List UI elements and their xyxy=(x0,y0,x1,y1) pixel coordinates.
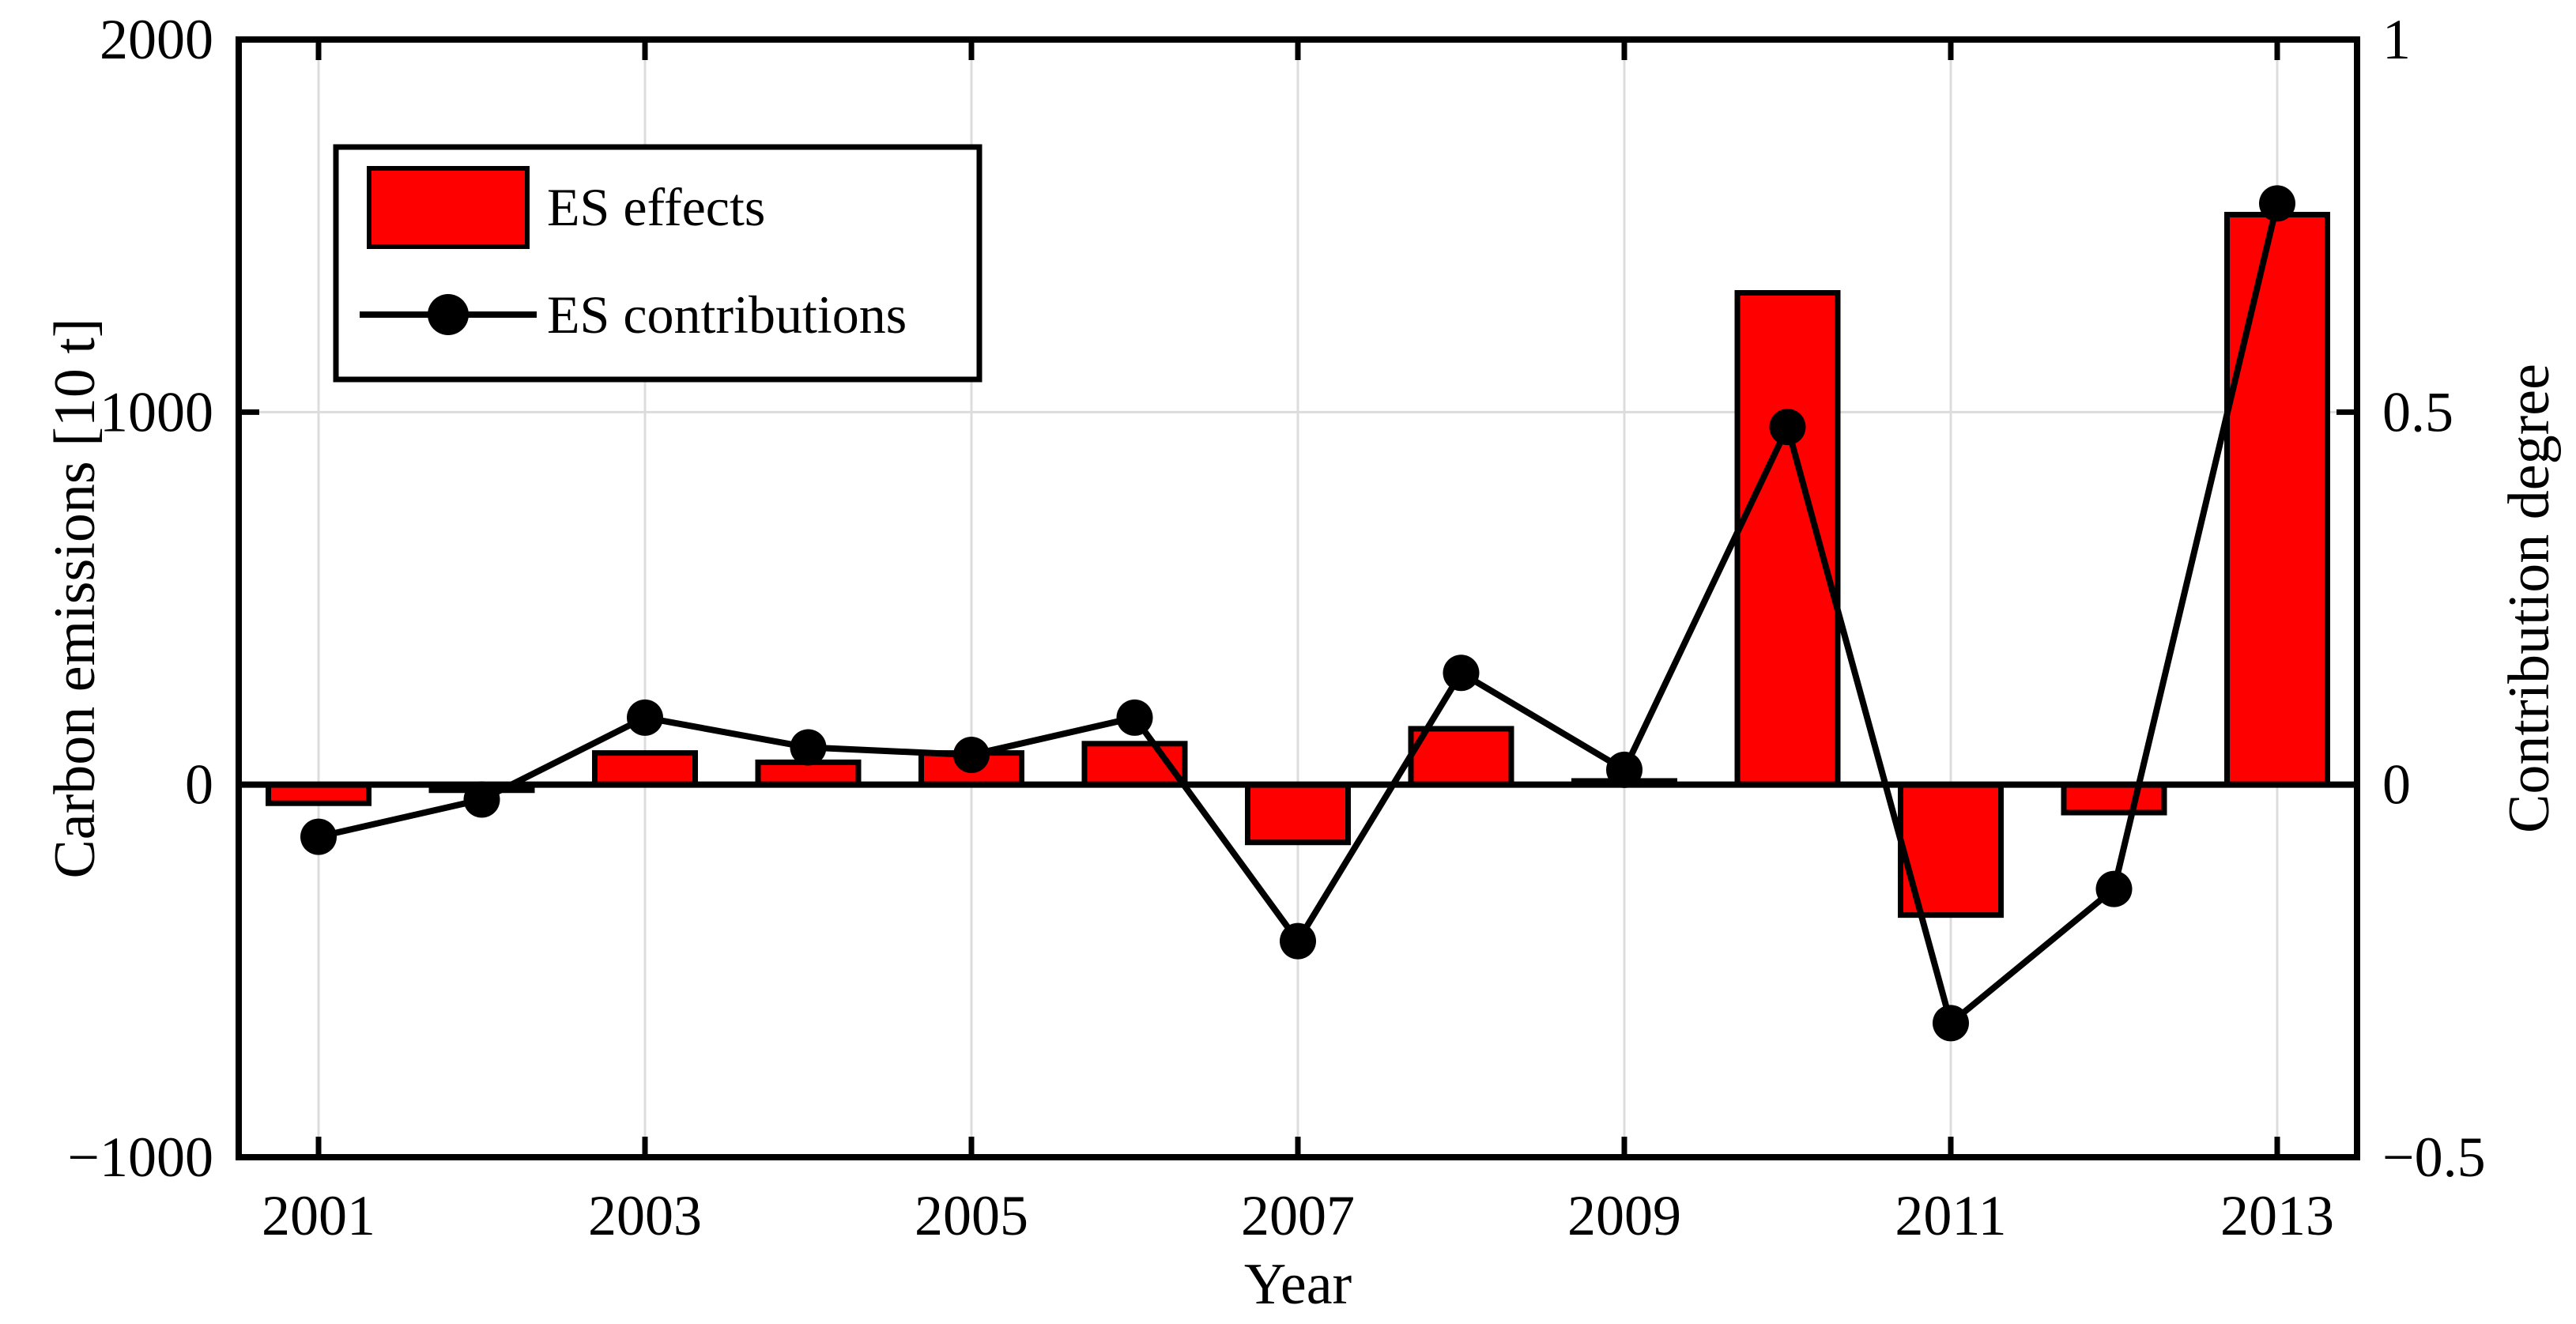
left-tick-label-2000: 2000 xyxy=(100,8,213,71)
left-y-axis-label: Carbon emissions [10 t] xyxy=(43,318,107,878)
left-tick-label--1000: −1000 xyxy=(67,1126,213,1189)
x-tick-label-2005: 2005 xyxy=(915,1184,1028,1247)
x-tick-label-2001: 2001 xyxy=(262,1184,375,1247)
axis-ticks xyxy=(239,36,2357,1160)
right-tick-label-1: 1 xyxy=(2382,8,2411,71)
bar-2010 xyxy=(1734,290,1841,788)
bar-2008 xyxy=(1408,726,1514,788)
marker-2010 xyxy=(1769,409,1806,446)
marker-2011 xyxy=(1933,1005,1969,1042)
x-tick-label-2003: 2003 xyxy=(588,1184,702,1247)
marker-2006 xyxy=(1116,699,1153,736)
legend-bar-swatch xyxy=(367,166,530,249)
right-tick-label-0.5: 0.5 xyxy=(2382,380,2453,443)
left-tick-label-1000: 1000 xyxy=(100,380,213,443)
legend: ES effects ES contributions xyxy=(333,144,983,383)
left-tick-label-0: 0 xyxy=(185,753,213,817)
right-tick-label-0: 0 xyxy=(2382,753,2411,817)
legend-label-es-contributions: ES contributions xyxy=(547,285,907,345)
x-axis-label: Year xyxy=(1244,1252,1352,1317)
x-tick-label-2009: 2009 xyxy=(1567,1184,1681,1247)
bar-2013 xyxy=(2224,212,2330,788)
marker-2007 xyxy=(1280,922,1316,960)
marker-2008 xyxy=(1443,654,1480,692)
bar-2007 xyxy=(1245,782,1351,846)
line-series-es-contributions xyxy=(300,185,2295,1042)
right-y-axis-label: Contribution degree xyxy=(2497,364,2562,833)
bar-2004 xyxy=(755,759,862,788)
marker-2012 xyxy=(2095,870,2133,907)
x-tick-label-2011: 2011 xyxy=(1895,1184,2006,1247)
x-tick-label-2013: 2013 xyxy=(2220,1184,2334,1247)
marker-2013 xyxy=(2259,185,2295,222)
marker-2002 xyxy=(463,781,500,818)
bar-2012 xyxy=(2061,782,2167,816)
right-tick-label--0.5: −0.5 xyxy=(2382,1126,2486,1189)
marker-2005 xyxy=(953,736,990,773)
legend-label-es-effects: ES effects xyxy=(547,177,765,237)
axis-tick-labels: 2001 2003 2005 2007 2009 2011 2013 2000 1000 0 −10… xyxy=(67,8,2485,1247)
marker-2003 xyxy=(627,699,663,736)
marker-2004 xyxy=(790,729,827,766)
x-tick-label-2007: 2007 xyxy=(1241,1184,1355,1247)
legend-marker-sample-icon xyxy=(428,294,469,335)
bar-2003 xyxy=(592,750,698,788)
marker-2001 xyxy=(300,818,337,855)
marker-2009 xyxy=(1606,751,1643,788)
